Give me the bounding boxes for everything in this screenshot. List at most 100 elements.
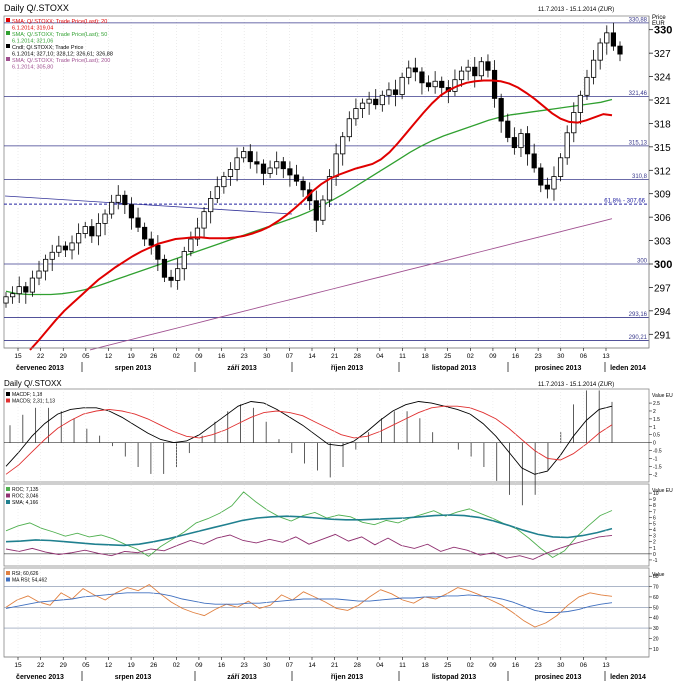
x-tick-label: 26 — [150, 662, 158, 669]
candle-body — [49, 251, 55, 260]
x-tick-label: 04 — [376, 662, 384, 669]
legend-entry: SMA; 4,166 — [12, 500, 38, 506]
candle-body — [340, 136, 346, 155]
price-y-tick-label: 297 — [654, 283, 671, 294]
candle-body — [320, 199, 326, 221]
candle-body — [531, 153, 537, 169]
candle-body — [379, 94, 385, 106]
y-axis-label: Value EUR — [652, 393, 673, 399]
price-y-tick-label: 327 — [654, 49, 671, 60]
lower-date-range: 11.7.2013 - 15.1.2014 (ZUR) — [538, 382, 614, 388]
candle-body — [419, 71, 425, 84]
x-tick-label: 07 — [286, 662, 294, 669]
candle-body — [181, 251, 187, 270]
price-y-tick-label: 318 — [654, 119, 671, 130]
candle-body — [23, 286, 29, 293]
y-tick-label: 10 — [653, 491, 659, 497]
macd-panel — [3, 388, 650, 483]
candle-body — [267, 167, 273, 174]
candle-body — [373, 98, 379, 106]
candle-body — [82, 226, 88, 234]
x-tick-label: 25 — [444, 662, 452, 669]
x-tick-label: 12 — [105, 662, 113, 669]
x-tick-label: 23 — [535, 353, 543, 360]
x-tick-label: 22 — [37, 662, 45, 669]
y-tick-label: 60 — [653, 595, 659, 601]
month-label: prosinec 2013 — [535, 674, 582, 681]
legend-value: 6.1.2014; 321,06 — [12, 39, 53, 45]
y-tick-label: 1.5 — [653, 417, 660, 423]
candle-body — [557, 157, 564, 177]
y-tick-label: -1.5 — [653, 464, 662, 470]
x-tick-label: 30 — [263, 662, 271, 669]
legend-swatch — [6, 57, 10, 61]
candle-body — [564, 132, 570, 159]
x-tick-label: 11 — [399, 662, 406, 669]
candle-body — [109, 201, 115, 215]
candle-body — [491, 69, 498, 99]
legend-swatch — [6, 571, 10, 575]
price-y-tick-label: 291 — [654, 330, 671, 341]
level-label: 315,13 — [629, 140, 648, 146]
sma20-line — [29, 79, 613, 351]
month-label: listopad 2013 — [432, 674, 476, 681]
x-tick-label: 28 — [354, 662, 362, 669]
candle-body — [194, 227, 201, 240]
y-tick-label: 1 — [653, 425, 656, 431]
candle-body — [241, 151, 247, 159]
legend-entry: RSI; 60,626 — [12, 571, 39, 577]
month-label: červenec 2013 — [16, 674, 64, 681]
price-y-tick-label: 306 — [654, 213, 671, 224]
month-label: říjen 2013 — [331, 365, 363, 372]
x-tick-label: 30 — [557, 353, 565, 360]
candle-body — [161, 258, 168, 278]
candle-body — [359, 102, 366, 109]
candle-body — [346, 118, 352, 138]
candle-body — [148, 238, 154, 246]
candle-body — [247, 151, 253, 163]
roc-sma-line — [5, 514, 613, 547]
main-title: Daily Q/.STOXX — [4, 3, 69, 13]
price-y-tick-label: 309 — [654, 190, 671, 201]
legend-swatch — [6, 18, 10, 22]
currency-label: EUR — [652, 21, 665, 27]
candle-body — [326, 176, 333, 201]
sma50-line — [5, 98, 613, 296]
candle-body — [511, 137, 517, 149]
candle-body — [439, 80, 445, 88]
x-tick-label: 14 — [308, 662, 316, 669]
candle-body — [584, 76, 590, 96]
legend-entry: MACDS; 2,31; 1,13 — [12, 399, 55, 405]
candle-body — [505, 120, 511, 138]
legend-entry: MACDF; 1,18 — [12, 392, 43, 398]
candle-body — [432, 80, 438, 88]
y-tick-label: 30 — [653, 626, 659, 632]
price-axis-label: Price — [652, 15, 666, 21]
price-y-tick-label: 294 — [654, 307, 671, 318]
candle-body — [115, 194, 121, 203]
x-tick-label: 02 — [467, 662, 475, 669]
x-tick-label: 11 — [399, 353, 406, 360]
candle-body — [29, 277, 36, 293]
macd-signal-line — [5, 405, 613, 475]
y-tick-label: 9 — [653, 497, 656, 503]
price-legend: SMA; Q/.STOXX; Trade Price(Last); 206.1.… — [6, 18, 113, 71]
candle-body — [227, 169, 234, 177]
candle-body — [128, 204, 135, 219]
x-tick-label: 23 — [241, 353, 249, 360]
candle-body — [544, 184, 550, 190]
y-tick-label: 0 — [653, 441, 656, 447]
candle-body — [617, 45, 623, 55]
x-tick-label: 29 — [60, 662, 68, 669]
candle-body — [76, 233, 82, 244]
x-tick-label: 16 — [512, 353, 520, 360]
candle-body — [287, 168, 293, 176]
legend-value: 6.1.2014; 319,04 — [12, 26, 53, 32]
price-x-axis: 15 22 29 05 12 19 26 02 09 16 23 30 07 14 21 28 04 11 18 25… — [4, 347, 649, 372]
x-tick-label: 23 — [535, 662, 543, 669]
x-tick-label: 19 — [127, 662, 135, 669]
legend-swatch — [6, 500, 10, 504]
y-tick-label: 20 — [653, 636, 659, 642]
candle-body — [254, 161, 260, 165]
y-tick-label: 40 — [653, 616, 659, 622]
